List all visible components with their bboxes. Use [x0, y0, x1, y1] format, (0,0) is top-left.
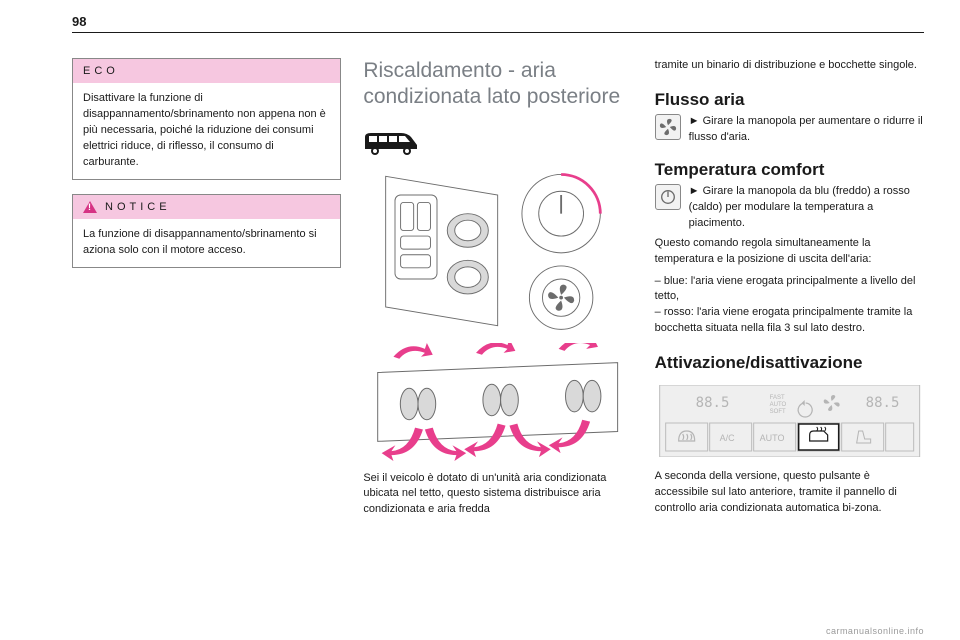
column-2: Riscaldamento - aria condizionata lato p… [363, 58, 632, 620]
notice-callout-head: NOTICE [73, 195, 340, 219]
sec1-text: ► Girare la manopola per aumentare o rid… [689, 114, 924, 146]
eco-callout-head: ECO [73, 59, 340, 83]
sec2-text1: ► Girare la manopola da blu (freddo) a r… [689, 184, 924, 232]
dial-illustration [363, 167, 632, 335]
sec2-title: Temperatura comfort [655, 160, 924, 180]
sec2-row: ► Girare la manopola da blu (freddo) a r… [655, 184, 924, 232]
section-heading: Riscaldamento - aria condizionata lato p… [363, 58, 632, 111]
page-columns: ECO Disattivare la funzione di disappann… [72, 58, 924, 620]
eco-callout-body: Disattivare la funzione di disappannamen… [73, 83, 340, 179]
col3-intro: tramite un binario di distribuzione e bo… [655, 58, 924, 74]
panel-mode-soft: SOFT [769, 409, 785, 415]
column-1: ECO Disattivare la funzione di disappann… [72, 58, 341, 620]
eco-callout: ECO Disattivare la funzione di disappann… [72, 58, 341, 180]
panel-mode-fast: FAST [769, 395, 784, 401]
column-3: tramite un binario di distribuzione e bo… [655, 58, 924, 620]
panel-right-temp: 88.5 [865, 395, 899, 411]
sec2-li1: – blue: l'aria viene erogata principalme… [655, 274, 924, 306]
sec1-row: ► Girare la manopola per aumentare o rid… [655, 114, 924, 146]
ac-panel-illustration: 88.5 88.5 FAST AUTO SOFT [655, 385, 924, 457]
notice-callout-body: La funzione di disappannamento/sbrinamen… [73, 219, 340, 267]
fan-icon [655, 114, 681, 140]
panel-mode-auto: AUTO [769, 402, 786, 408]
footer-watermark: carmanualsonline.info [826, 626, 924, 636]
panel-auto-label: AUTO [759, 433, 784, 443]
sec1-title: Flusso aria [655, 90, 924, 110]
notice-label: NOTICE [105, 201, 171, 213]
panel-ac-label: A/C [719, 433, 735, 443]
col2-caption: Sei il veicolo è dotato di un'unità aria… [363, 471, 632, 519]
warning-icon [83, 201, 97, 213]
vents-illustration [363, 343, 632, 461]
panel-left-temp: 88.5 [695, 395, 729, 411]
van-icon [363, 127, 419, 157]
sec3-text: A seconda della versione, questo pulsant… [655, 469, 924, 517]
sec2-text2: Questo comando regola simultaneamente la… [655, 236, 924, 268]
eco-label: ECO [83, 65, 119, 77]
sec3-title: Attivazione/disattivazione [655, 353, 924, 373]
sec2-li2: – rosso: l'aria viene erogata principalm… [655, 305, 924, 337]
top-rule [72, 32, 924, 33]
dial-icon [655, 184, 681, 210]
notice-callout: NOTICE La funzione di disappannamento/sb… [72, 194, 341, 268]
page-number: 98 [72, 14, 86, 29]
